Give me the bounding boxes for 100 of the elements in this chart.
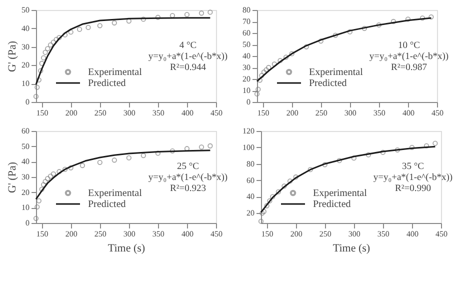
y-tick-label: 60	[22, 126, 30, 136]
x-tick-label: 250	[315, 108, 328, 118]
point	[86, 24, 91, 30]
x-tick-label: 400	[402, 108, 414, 118]
point	[39, 60, 44, 66]
point	[184, 12, 190, 18]
y-tick-label: 20	[22, 188, 30, 197]
point	[62, 166, 68, 172]
point	[304, 44, 309, 50]
y-tick-label: 50	[242, 40, 250, 49]
point	[140, 16, 146, 22]
x-tick-label: 400	[181, 108, 194, 118]
point	[432, 140, 438, 146]
point	[48, 174, 54, 179]
x-tick-label: 450	[210, 108, 222, 118]
point	[56, 169, 62, 174]
y-axis-title: G' (Pa)	[6, 162, 18, 194]
x-tick-label: 350	[377, 230, 390, 238]
point	[276, 189, 281, 194]
point	[42, 50, 48, 55]
point	[62, 32, 68, 38]
point	[259, 72, 264, 78]
point	[40, 55, 46, 60]
legend-label: Experimental	[88, 188, 142, 199]
point	[208, 143, 213, 148]
y-tick-label: 70	[242, 17, 250, 26]
point	[264, 67, 269, 72]
y-tick-label: 40	[242, 52, 250, 60]
annotation: R²=0.944	[170, 62, 206, 73]
point	[256, 86, 261, 92]
point	[112, 20, 117, 26]
point	[272, 61, 277, 67]
point	[48, 42, 54, 48]
point	[270, 194, 276, 200]
x-tick-label: 200	[286, 108, 298, 118]
y-tick-label: 10	[22, 79, 30, 88]
annotation: R²=0.923	[170, 184, 206, 194]
y-tick-label: 60	[242, 28, 250, 38]
point	[260, 210, 265, 216]
x-tick-label: 450	[436, 230, 448, 238]
point	[409, 144, 415, 150]
x-tick-label: 350	[373, 108, 386, 118]
point	[155, 14, 161, 20]
y-tick-label: 0	[26, 98, 30, 106]
point	[33, 216, 39, 221]
annotation: R²=0.987	[391, 62, 428, 73]
legend-label: Predicted	[88, 78, 126, 89]
point	[257, 78, 262, 83]
point	[254, 91, 260, 97]
point	[208, 10, 213, 15]
point	[293, 174, 298, 180]
point	[50, 171, 56, 176]
point	[155, 150, 161, 156]
legend-label: Predicted	[309, 78, 347, 89]
point	[283, 54, 289, 60]
point	[38, 68, 44, 74]
legend-label: Experimental	[88, 67, 142, 78]
y-tick-label: 40	[22, 24, 30, 33]
point	[258, 218, 264, 224]
y-tick-label: 100	[242, 142, 254, 152]
x-tick-label: 350	[152, 108, 164, 118]
point	[266, 64, 272, 70]
annotation: 35 °C	[402, 162, 424, 172]
y-tick-label: 20	[242, 74, 250, 84]
y-tick-label: 40	[22, 157, 30, 166]
point	[126, 155, 132, 160]
x-tick-label: 350	[152, 230, 164, 238]
point	[351, 156, 356, 161]
x-tick-label: 300	[348, 230, 360, 238]
y-tick-label: 30	[22, 42, 30, 52]
point	[56, 35, 62, 40]
point	[34, 204, 40, 210]
point	[50, 40, 56, 45]
point	[34, 84, 40, 90]
point	[68, 30, 74, 35]
x-tick-label: 250	[319, 230, 332, 238]
annotation: y=y₀+a*(1-e^(-b*x))	[373, 172, 453, 183]
point	[380, 150, 386, 155]
point	[347, 29, 352, 34]
point	[322, 162, 328, 168]
legend-label: Experimental	[313, 188, 368, 199]
point	[318, 38, 324, 44]
point	[45, 176, 50, 182]
point	[198, 144, 204, 150]
y-tick-label: 20	[22, 60, 30, 70]
legend-label: Predicted	[88, 199, 126, 210]
x-tick-label: 200	[65, 108, 78, 118]
point	[362, 26, 367, 31]
y-tick-label: 10	[22, 203, 30, 212]
point	[424, 143, 430, 148]
y-axis-title: G' (Pa)	[6, 40, 18, 72]
point	[45, 46, 50, 52]
point	[428, 14, 434, 20]
point	[289, 51, 294, 56]
x-tick-label: 150	[36, 108, 48, 118]
y-tick-label: 80	[242, 6, 250, 14]
annotation: 4 °C	[179, 40, 197, 51]
x-tick-label: 200	[65, 230, 78, 238]
y-tick-label: 40	[246, 192, 254, 202]
x-tick-label: 300	[344, 108, 356, 118]
